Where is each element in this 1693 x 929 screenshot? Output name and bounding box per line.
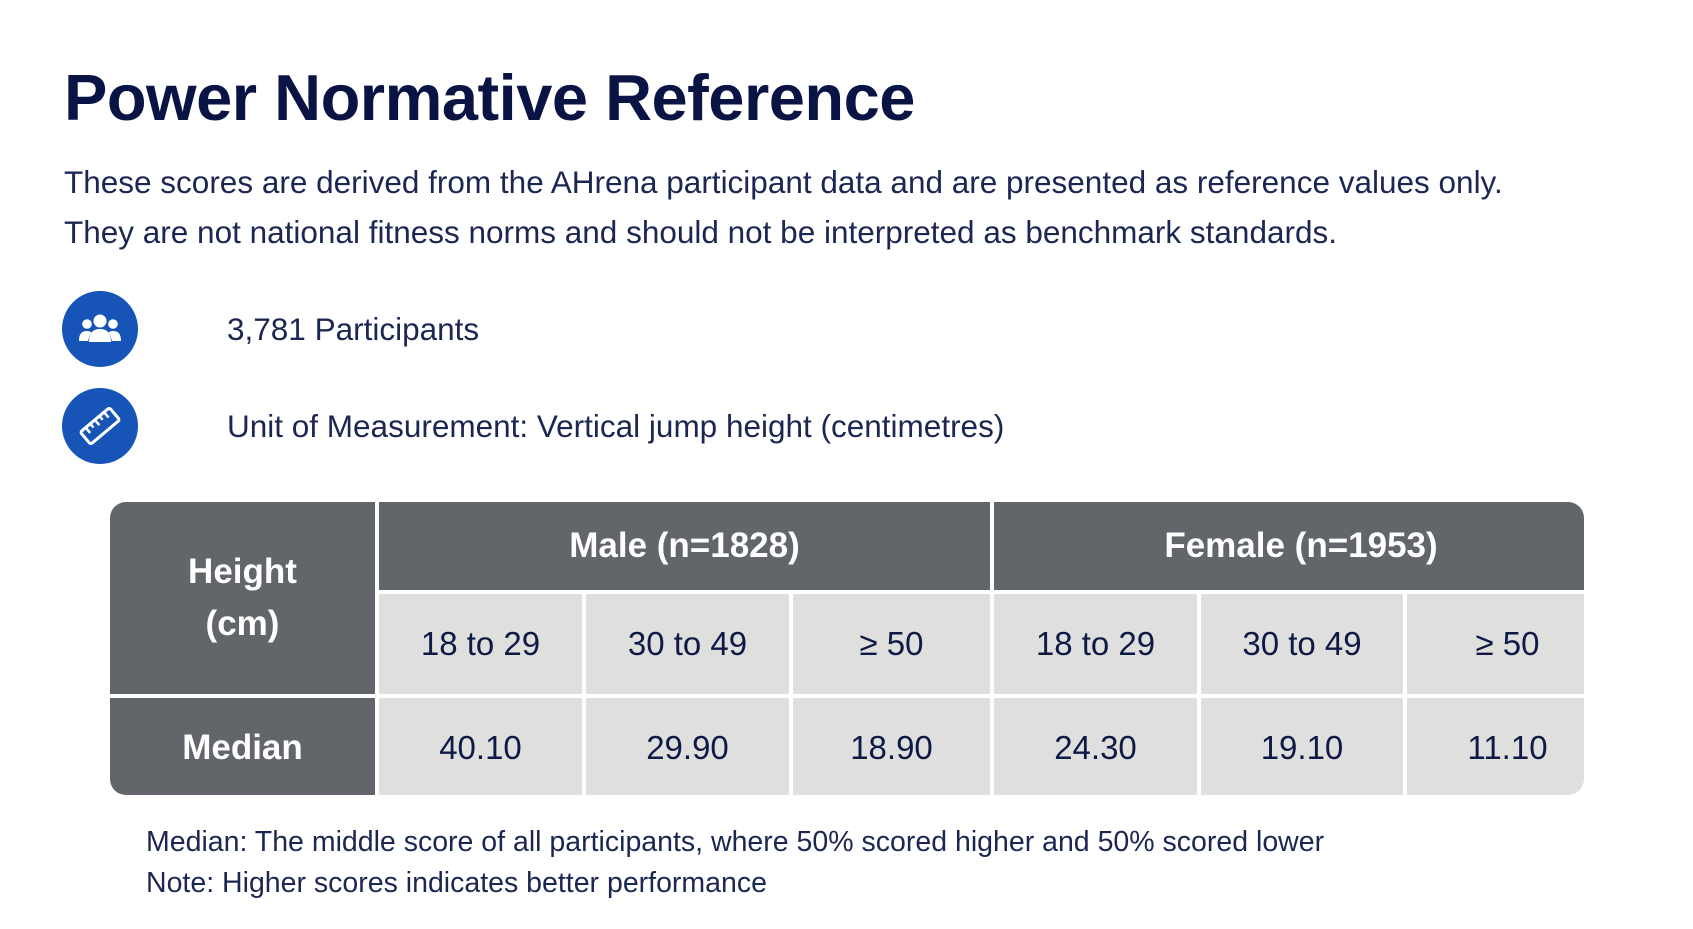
corner-header: Height (cm) (110, 502, 375, 694)
page-title: Power Normative Reference (64, 61, 915, 134)
group-header-male: Male (n=1828) (379, 502, 990, 590)
table-cell: 18.90 (793, 698, 990, 795)
unit-of-measurement: Unit of Measurement: Vertical jump heigh… (227, 407, 1005, 444)
table-cell: 40.10 (379, 698, 582, 795)
table-cell: 29.90 (586, 698, 789, 795)
age-band-header: 18 to 29 (994, 594, 1197, 694)
users-group-icon (62, 291, 138, 367)
unit-info: Unit of Measurement: Vertical jump heigh… (62, 388, 1004, 464)
participants-count: 3,781 Participants (227, 310, 480, 347)
age-band-header: 30 to 49 (586, 594, 789, 694)
age-band-header: 18 to 29 (379, 594, 582, 694)
table-cell: 11.10 (1407, 698, 1584, 795)
age-band-header: ≥ 50 (793, 594, 990, 694)
footnote-note: Note: Higher scores indicates better per… (146, 867, 767, 899)
participants-info: 3,781 Participants (62, 291, 479, 367)
ruler-icon (62, 388, 138, 464)
normative-table: Height (cm) Male (n=1828) Female (n=1953… (110, 502, 1584, 795)
footnotes: Median: The middle score of all particip… (146, 822, 1324, 904)
footnote-median: Median: The middle score of all particip… (146, 826, 1325, 858)
table-cell: 19.10 (1201, 698, 1403, 795)
table-cell: 24.30 (994, 698, 1197, 795)
intro-text: These scores are derived from the AHrena… (64, 164, 1503, 250)
age-band-header: ≥ 50 (1407, 594, 1584, 694)
age-band-header: 30 to 49 (1201, 594, 1403, 694)
corner-label-line1: Height (188, 552, 297, 591)
corner-label-line2: (cm) (205, 604, 280, 643)
group-header-female: Female (n=1953) (994, 502, 1584, 590)
row-label-median: Median (110, 698, 375, 795)
